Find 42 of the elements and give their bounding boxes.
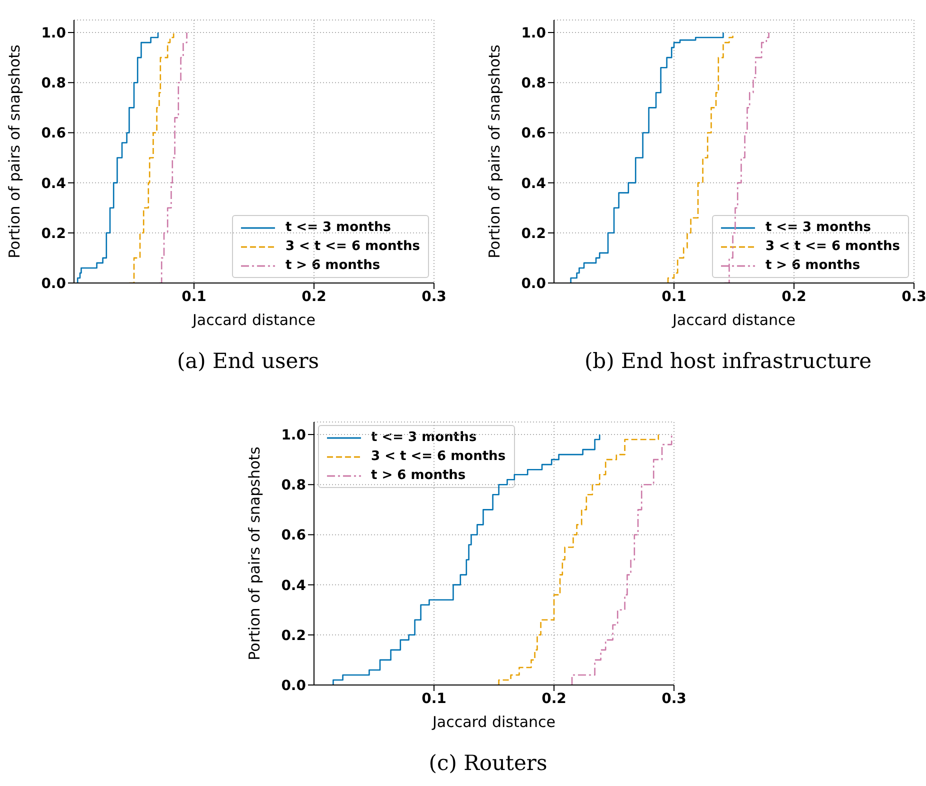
- y-tick-label: 0.2: [521, 226, 546, 242]
- y-tick-label: 0.0: [281, 678, 306, 694]
- y-tick-label: 0.2: [281, 628, 306, 644]
- text: (b) End host infrastructure: [583, 349, 873, 373]
- x-tick-label: 0.3: [902, 288, 926, 305]
- x-axis-title: Jaccard distance: [191, 311, 316, 329]
- y-tick-label: 0.0: [521, 276, 546, 292]
- x-tick-label: 0.1: [662, 288, 686, 305]
- y-tick-label: 0.8: [521, 76, 546, 92]
- x-tick-label: 0.1: [182, 288, 206, 305]
- legend-label: 3 < t <= 6 months: [371, 449, 506, 464]
- x-tick-label: 0.2: [302, 288, 326, 305]
- legend-label: 3 < t <= 6 months: [765, 239, 900, 254]
- legend-label: t > 6 months: [371, 468, 466, 483]
- y-tick-label: 0.6: [281, 528, 306, 544]
- x-tick-label: 0.2: [782, 288, 806, 305]
- legend-label: 3 < t <= 6 months: [285, 239, 420, 254]
- x-tick-label: 0.2: [542, 690, 566, 707]
- y-tick-label: 0.8: [41, 76, 66, 92]
- y-axis-title: Portion of pairs of snapshots: [245, 446, 264, 660]
- y-axis-title: Portion of pairs of snapshots: [485, 44, 504, 258]
- y-tick-label: 0.8: [281, 478, 306, 494]
- y-tick-label: 1.0: [41, 25, 66, 42]
- y-tick-label: 1.0: [281, 427, 306, 444]
- y-tick-label: 0.6: [521, 126, 546, 142]
- y-tick-label: 0.4: [521, 176, 546, 192]
- y-tick-label: 0.6: [41, 126, 66, 142]
- x-axis-title: Jaccard distance: [671, 311, 796, 329]
- x-axis-title: Jaccard distance: [431, 713, 556, 731]
- y-tick-label: 0.4: [41, 176, 66, 192]
- x-tick-label: 0.3: [422, 288, 446, 305]
- text: (a) End users: [176, 349, 320, 373]
- text: (c) Routers: [428, 751, 548, 775]
- x-tick-label: 0.3: [662, 690, 686, 707]
- legend-label: t <= 3 months: [285, 220, 391, 235]
- y-tick-label: 0.0: [41, 276, 66, 292]
- y-axis-title: Portion of pairs of snapshots: [5, 44, 24, 258]
- y-tick-label: 0.4: [281, 578, 306, 594]
- legend-label: t <= 3 months: [765, 220, 871, 235]
- y-tick-label: 0.2: [41, 226, 66, 242]
- y-tick-label: 1.0: [521, 25, 546, 42]
- x-tick-label: 0.1: [422, 690, 446, 707]
